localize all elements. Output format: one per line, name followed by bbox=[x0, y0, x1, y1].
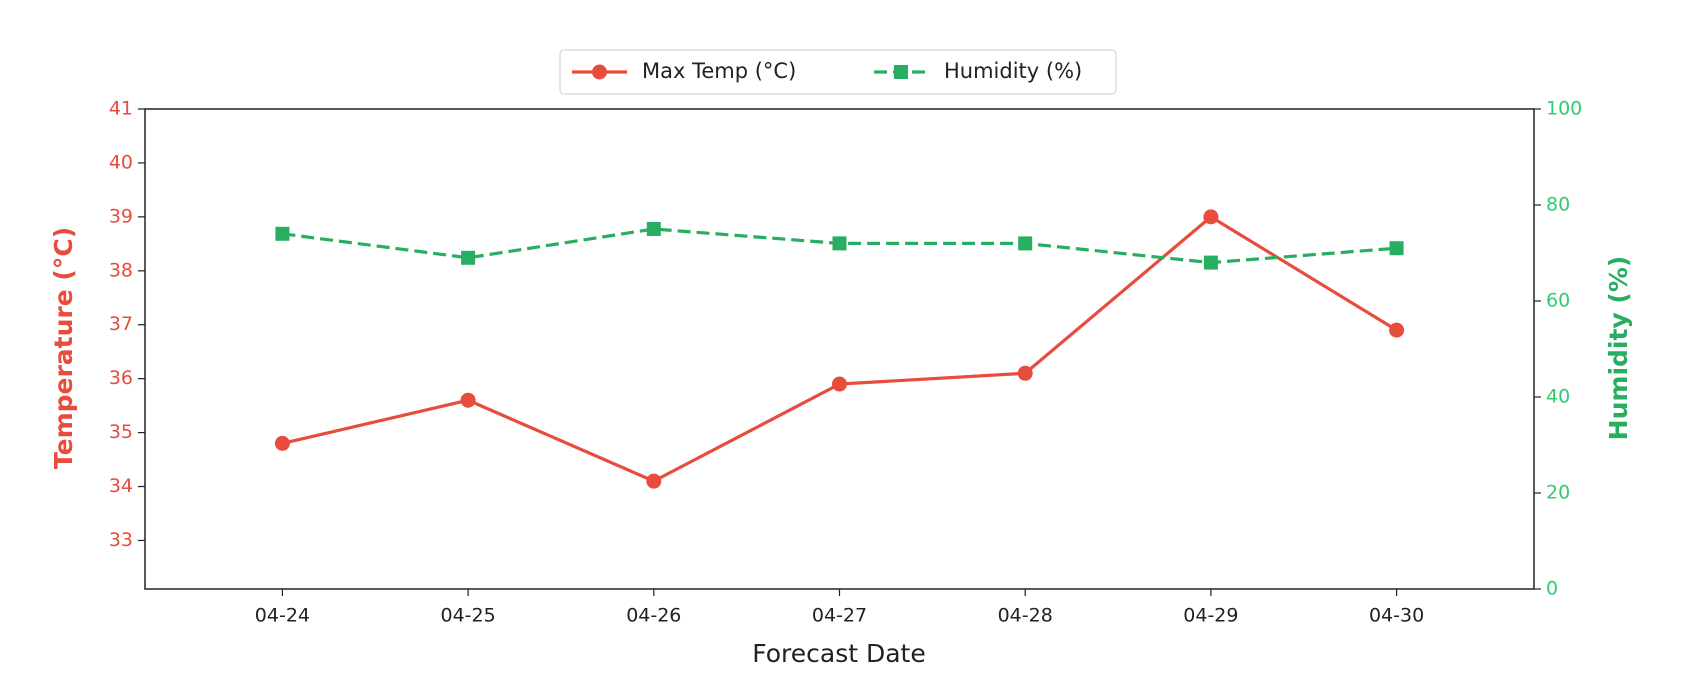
y-tick-label: 37 bbox=[109, 313, 133, 335]
y-tick-label: 40 bbox=[109, 151, 133, 173]
data-point bbox=[274, 435, 290, 451]
data-point bbox=[832, 376, 847, 392]
data-point bbox=[1203, 209, 1219, 225]
legend-marker bbox=[894, 65, 908, 79]
y-tick-label: 41 bbox=[109, 98, 133, 120]
y2-tick-label: 20 bbox=[1546, 482, 1570, 504]
y2-tick-label: 0 bbox=[1546, 578, 1558, 600]
y2-tick-label: 80 bbox=[1546, 194, 1570, 216]
data-point bbox=[461, 250, 476, 265]
legend bbox=[559, 49, 1117, 95]
x-tick-label: 04-24 bbox=[255, 605, 310, 627]
y-tick-label: 35 bbox=[109, 421, 133, 443]
x-tick-label: 04-26 bbox=[626, 605, 681, 627]
legend-label: Max Temp (°C) bbox=[642, 59, 796, 83]
data-point bbox=[646, 222, 661, 236]
legend-label: Humidity (%) bbox=[944, 59, 1082, 83]
data-point bbox=[646, 473, 662, 489]
data-point bbox=[1389, 241, 1404, 256]
series-line bbox=[282, 214, 1398, 483]
plot-frame bbox=[144, 108, 1535, 590]
data-point bbox=[1203, 255, 1218, 270]
x-axis-label: Forecast Date bbox=[752, 639, 926, 668]
data-point bbox=[1018, 236, 1033, 251]
y-axis-label: Temperature (°C) bbox=[49, 227, 78, 469]
x-tick-label: 04-27 bbox=[812, 605, 867, 627]
legend-marker bbox=[592, 64, 607, 80]
x-tick-label: 04-30 bbox=[1369, 605, 1424, 627]
data-point bbox=[1389, 322, 1405, 338]
y-tick-label: 39 bbox=[109, 205, 133, 227]
x-tick-label: 04-25 bbox=[441, 605, 496, 627]
x-tick-label: 04-29 bbox=[1183, 605, 1238, 627]
y2-tick-label: 60 bbox=[1546, 290, 1570, 312]
y-tick-label: 33 bbox=[109, 529, 133, 551]
x-tick-label: 04-28 bbox=[998, 605, 1053, 627]
y2-tick-label: 100 bbox=[1546, 98, 1582, 120]
y2-tick-label: 40 bbox=[1546, 386, 1570, 408]
y-tick-label: 38 bbox=[109, 259, 133, 281]
data-point bbox=[1017, 365, 1033, 381]
y-tick-label: 34 bbox=[109, 475, 133, 497]
data-point bbox=[832, 236, 847, 251]
y2-axis-label: Humidity (%) bbox=[1604, 256, 1633, 441]
data-point bbox=[460, 392, 476, 408]
data-point bbox=[275, 226, 290, 241]
y-tick-label: 36 bbox=[109, 367, 133, 389]
